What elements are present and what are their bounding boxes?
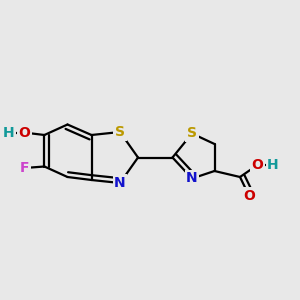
Text: N: N	[114, 176, 126, 190]
Text: H: H	[267, 158, 279, 172]
Text: S: S	[115, 125, 125, 139]
Text: H: H	[3, 126, 14, 140]
Text: N: N	[186, 172, 198, 185]
Text: F: F	[20, 161, 29, 175]
Text: S: S	[187, 127, 197, 140]
Text: O: O	[19, 126, 31, 140]
Text: O: O	[243, 189, 255, 202]
Text: O: O	[251, 158, 263, 172]
